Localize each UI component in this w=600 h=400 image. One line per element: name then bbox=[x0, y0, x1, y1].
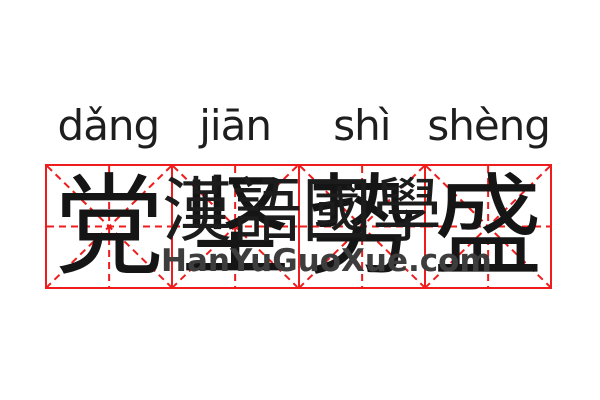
pinyin-syllable-4: shèng bbox=[427, 100, 551, 150]
hanzi-character-1: 党 bbox=[54, 162, 165, 291]
pinyin-syllable-1: dǎng bbox=[57, 100, 161, 150]
mizige-cell-1: 党 bbox=[47, 162, 174, 291]
guide-lines-icon bbox=[173, 166, 298, 287]
pinyin-syllable-2: jiān bbox=[199, 100, 272, 150]
mizige-cell-2: 坚 bbox=[173, 162, 300, 291]
guide-lines-icon bbox=[47, 166, 172, 287]
pinyin-syllable-3: shì bbox=[333, 100, 391, 150]
watermark-cjk-text: 漢語國學 bbox=[162, 170, 442, 252]
hanzi-character-4: 盛 bbox=[432, 162, 543, 291]
guide-lines-icon bbox=[299, 166, 424, 287]
hanzi-character-3: 势 bbox=[306, 162, 417, 291]
mizige-grid: 党 坚 势 bbox=[45, 164, 552, 289]
mizige-cell-4: 盛 bbox=[425, 162, 550, 291]
mizige-cell-3: 势 bbox=[299, 162, 426, 291]
guide-lines-icon bbox=[425, 166, 550, 287]
hanzi-character-2: 坚 bbox=[180, 162, 291, 291]
pinyin-row: dǎng jiān shì shèng bbox=[45, 99, 552, 151]
watermark-site-url: HanYuGuoXue.com bbox=[161, 243, 492, 279]
